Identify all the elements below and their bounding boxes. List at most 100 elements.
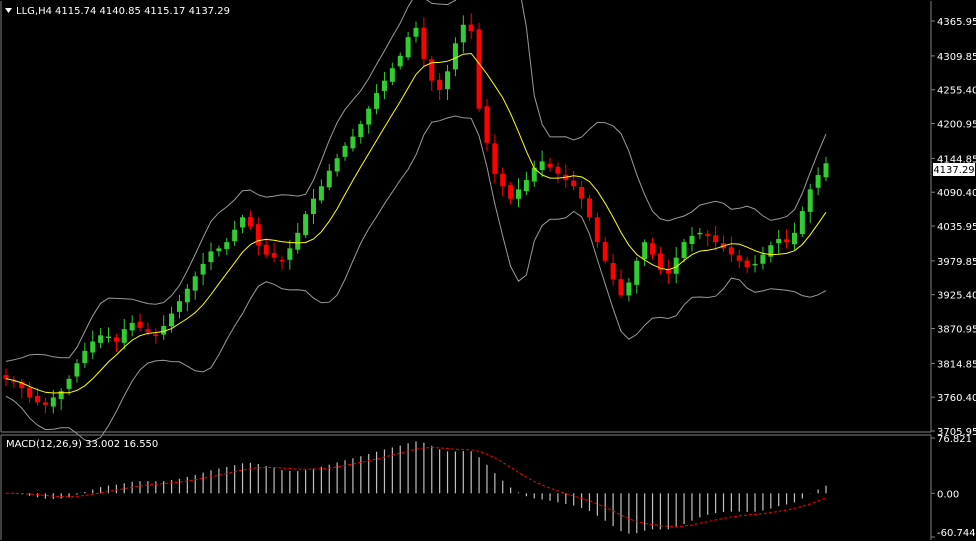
candle-body (397, 55, 403, 67)
candle-body (153, 334, 159, 336)
candle-body (807, 189, 813, 212)
price-tick-label: 4144.85 (937, 154, 976, 165)
candle-body (429, 59, 435, 81)
candle-body (791, 232, 797, 245)
candle-body (271, 253, 277, 258)
candle-body (555, 166, 561, 174)
triangle-down-icon[interactable] (5, 8, 12, 13)
candle-body (326, 170, 332, 188)
chart-header: LLG,H4 4115.74 4140.85 4115.17 4137.29 (5, 6, 230, 17)
candle-body (279, 260, 285, 262)
candle-body (11, 380, 17, 383)
candle-body (366, 108, 372, 125)
candle-body (3, 375, 9, 379)
macd-panel[interactable]: MACD(12,26,9) 33.002 16.550 76.821 0.00 -6… (0, 434, 976, 540)
candle-body (58, 391, 64, 400)
price-tick-label: 3760.40 (937, 393, 976, 404)
candle-body (776, 239, 782, 244)
candle-body (405, 37, 411, 58)
bands-overlay (5, 0, 827, 443)
candle-body (586, 198, 592, 218)
candle-body (74, 363, 80, 377)
macd-axis-ticks: 76.821 0.00 -60.744 (931, 434, 976, 539)
candle-body (468, 24, 474, 31)
candle-body (19, 381, 25, 389)
current-price-tag: 4137.29 (933, 163, 975, 176)
candle-body (736, 255, 742, 261)
candle-body (184, 288, 190, 303)
candle-body (547, 163, 553, 168)
candle-body (768, 245, 774, 257)
price-tick-label: 3979.85 (937, 257, 976, 268)
candle-body (610, 262, 616, 280)
candle-body (121, 329, 127, 343)
candle-body (815, 175, 821, 188)
candle-body (247, 216, 253, 227)
candle-body (760, 254, 766, 264)
candle-body (318, 186, 324, 201)
candle-body (350, 136, 356, 149)
candle-body (539, 161, 545, 170)
moving-average-line (5, 52, 827, 394)
candle-body (728, 247, 734, 255)
candle-body (508, 185, 514, 199)
candle-body (129, 322, 135, 331)
price-panel[interactable]: 4365.95 4309.85 4255.40 4200.95 4144.85 4090.… (0, 0, 976, 443)
candle-body (90, 341, 96, 353)
candle-body (216, 248, 222, 252)
candle-body (571, 180, 577, 187)
candle-body (484, 106, 490, 143)
price-tick-label: 4255.40 (937, 86, 976, 97)
candle-body (421, 27, 427, 59)
candle-body (389, 68, 395, 82)
candle-body (437, 79, 443, 90)
candle-body (311, 198, 316, 215)
candle-body (98, 335, 104, 343)
candle-body (50, 397, 56, 407)
candle-body (626, 282, 632, 296)
candle-body (255, 224, 261, 246)
candle-body (618, 279, 624, 295)
candle-body (358, 124, 364, 138)
candle-body (137, 321, 143, 328)
candle-body (492, 143, 498, 174)
price-tick-label: 3870.95 (937, 325, 976, 336)
candle-body (208, 251, 214, 263)
candle-body (303, 214, 309, 236)
candle-body (176, 301, 182, 312)
candle-body (460, 24, 466, 43)
lower-band-line (5, 115, 827, 443)
candle-body (42, 402, 48, 405)
candle-body (523, 180, 529, 192)
upper-band-line (5, 0, 827, 362)
candle-body (82, 350, 88, 364)
candle-body (516, 189, 521, 199)
candle-body (689, 235, 695, 244)
candle-body (476, 29, 482, 109)
price-tick-label: 4035.95 (937, 222, 976, 233)
candle-body (334, 158, 340, 172)
candle-body (192, 276, 198, 291)
candle-body (799, 211, 805, 235)
candle-body (224, 242, 230, 250)
candle-body (374, 93, 380, 109)
current-price-label: 4137.29 (933, 165, 974, 176)
price-tick-label: 3814.85 (937, 359, 976, 370)
candle-body (500, 173, 506, 187)
candle-body (113, 337, 119, 342)
candle-body (287, 248, 293, 260)
candle-body (784, 239, 790, 243)
price-tick-label: 4090.40 (937, 188, 976, 199)
price-tick-label: 3925.40 (937, 291, 976, 302)
candle-body (673, 257, 679, 274)
macd-tick-label: 76.821 (937, 434, 972, 445)
moving-average-overlay (5, 52, 827, 394)
symbol-timeframe-label: LLG,H4 (16, 6, 52, 17)
candle-body (650, 243, 656, 255)
candle-body (169, 313, 175, 327)
candle-body (27, 387, 33, 398)
price-tick-label: 4365.95 (937, 17, 976, 28)
price-tick-label: 4309.85 (937, 52, 976, 63)
